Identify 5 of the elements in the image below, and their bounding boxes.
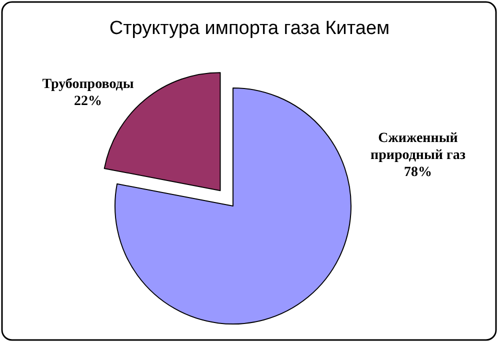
data-label: 22% (74, 94, 102, 109)
slice-label: Трубопроводы (42, 77, 134, 92)
slice-label: Сжиженный природный газ (370, 131, 466, 163)
chart-title: Структура импорта газа Китаем (109, 18, 390, 39)
data-label: 78% (404, 165, 432, 180)
